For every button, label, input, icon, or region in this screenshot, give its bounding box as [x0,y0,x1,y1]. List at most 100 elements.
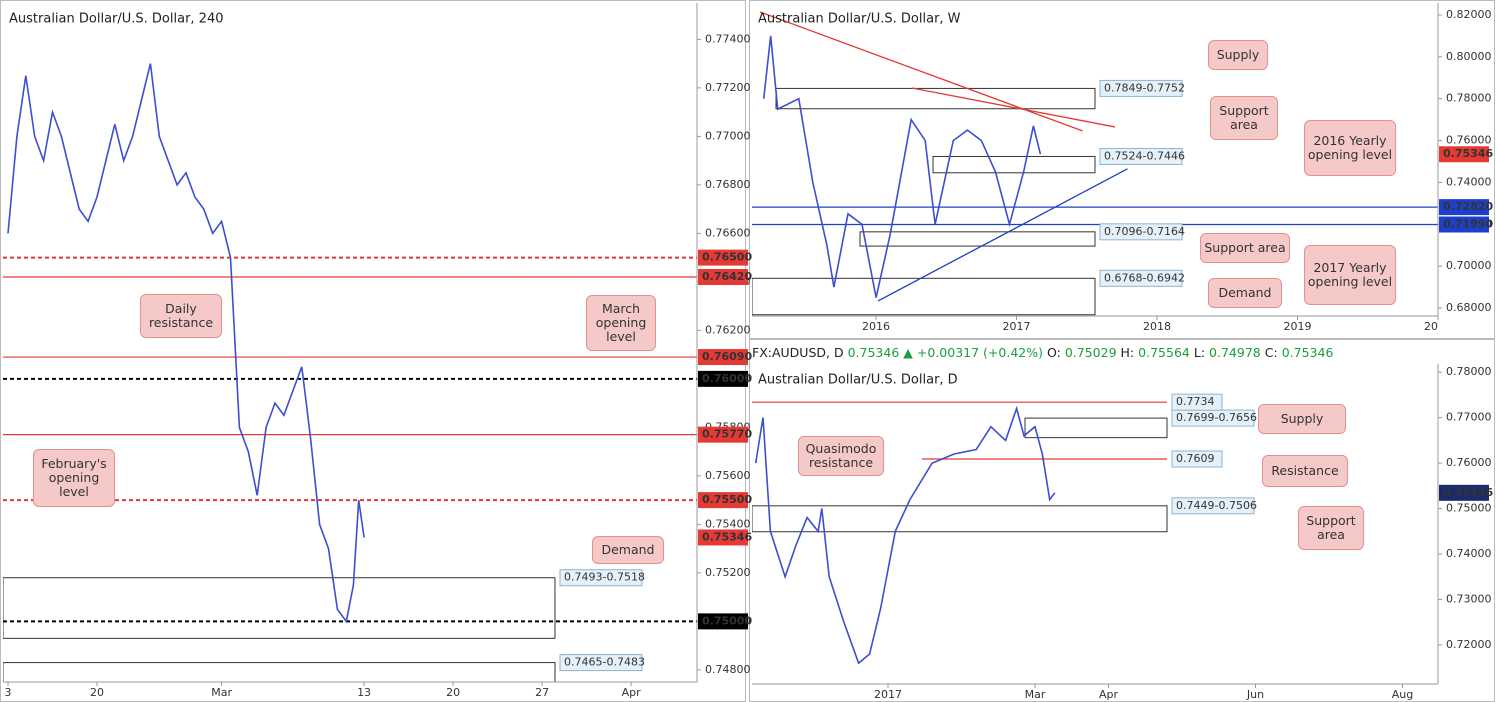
y-tick-label: 0.77000 [705,129,751,142]
price-line [754,405,1056,665]
plot [752,11,1438,316]
callout: Supply [1258,404,1346,434]
y-tick-label: 0.68000 [1446,301,1492,314]
level-label: 0.7609 [1176,452,1215,465]
x-tick-label: Aug [1392,688,1413,701]
zone-label: 0.7849-0.7752 [1104,81,1185,94]
price-tag-label: 0.72820 [1443,200,1493,213]
chart-title: Australian Dollar/U.S. Dollar, W [758,12,961,27]
zone-label-box [1099,79,1183,97]
plot [752,401,1168,665]
x-tick-label: 2019 [1284,320,1312,333]
price-tag-label: 0.71990 [1443,218,1493,231]
zone-label-box [1099,223,1183,241]
callout: Demand [1208,278,1282,308]
last-price-label: 0.75346 [1443,147,1493,160]
zone-label-box [559,654,643,672]
y-tick-label: 0.75000 [1446,502,1492,515]
price-tag-label: 0.76090 [702,350,752,363]
callout: Supply [1208,40,1268,70]
price-tag [698,426,748,443]
zone-label: 0.7465-0.7483 [564,656,645,669]
price-tag [698,269,748,286]
x-tick-label: 20 [1424,320,1438,333]
last-price-tag [1439,484,1489,501]
plot [3,63,697,682]
x-tick-label: Mar [1025,688,1046,701]
callout: Demand [592,536,664,564]
x-tick-label: 3 [4,686,11,699]
callout: 2016 Yearly opening level [1304,120,1396,176]
price-tag [1439,216,1489,233]
y-tick-label: 0.82000 [1446,8,1492,21]
y-tick-label: 0.75600 [705,469,751,482]
change: +0.00317 (+0.42%) [916,344,1043,360]
zone-label: 0.7096-0.7164 [1104,225,1185,238]
zone [3,577,556,639]
y-tick-label: 0.74800 [705,663,751,676]
x-tick-label: Jun [1246,688,1264,701]
callout: 2017 Yearly opening level [1304,245,1396,305]
y-tick-label: 0.76000 [1446,456,1492,469]
price-line [7,63,365,624]
y-tick-label: 0.73000 [1446,592,1492,605]
callout: Resistance [1262,455,1348,487]
y-tick-label: 0.77400 [705,32,751,45]
arrow: ▲ [903,344,913,360]
zone-label: 0.7449-0.7506 [1176,499,1257,512]
callout: Support area [1298,506,1364,550]
price-tag-label: 0.76420 [702,270,752,283]
close-label: C: [1264,344,1278,360]
last-price-label: 0.75346 [1443,486,1493,499]
x-tick-label: Mar [211,686,232,699]
trend-line [877,168,1128,302]
y-tick-label: 0.70000 [1446,259,1492,272]
y-tick-label: 0.77200 [705,81,751,94]
y-tick-label: 0.77000 [1446,411,1492,424]
price-tag [698,613,748,630]
x-tick-label: 27 [535,686,549,699]
y-tick-label: 0.72000 [1446,638,1492,651]
zone-label-box [559,569,643,587]
x-tick-label: 2018 [1143,320,1171,333]
chart-title: Australian Dollar/U.S. Dollar, D [758,373,958,388]
quote-bar: FX:AUDUSD, D 0.75346 ▲ +0.00317 (+0.42%)… [752,342,1333,362]
price-tag [698,349,748,366]
callout: Daily resistance [140,294,222,338]
zone [1024,417,1168,439]
x-tick-label: 2017 [874,688,902,701]
callout: Support area [1200,233,1290,263]
x-tick-label: 20 [90,686,104,699]
level-label-box [1171,450,1223,468]
price-tag [1439,199,1489,216]
last-price: 0.75346 [847,344,900,360]
zone [752,505,1168,533]
symbol: FX:AUDUSD, D [752,344,844,360]
zone-label: 0.7524-0.7446 [1104,149,1185,162]
price-tag [698,492,748,509]
trend-line [911,87,1116,128]
price-tag [698,249,748,266]
callout: Support area [1210,96,1278,140]
trend-line [759,11,1083,132]
y-tick-label: 0.75200 [705,566,751,579]
y-tick-label: 0.75400 [705,517,751,530]
x-tick-label: Apr [622,686,642,699]
zone-label: 0.7699-0.7656 [1176,411,1257,424]
x-tick-label: 13 [357,686,371,699]
y-tick-label: 0.76800 [705,178,751,191]
zone [932,155,1096,174]
x-tick-label: 20 [446,686,460,699]
zone [775,87,1096,110]
last-price-tag [698,529,748,546]
chart-title: Australian Dollar/U.S. Dollar, 240 [9,12,224,27]
callout: Quasimodo resistance [798,436,884,476]
low: 0.74978 [1209,344,1261,360]
level-label-box [1171,393,1223,411]
x-tick-label: Apr [1099,688,1119,701]
panel-frame [749,0,1495,339]
zone-label-box [1099,147,1183,165]
close: 0.75346 [1281,344,1334,360]
open-label: O: [1046,344,1061,360]
